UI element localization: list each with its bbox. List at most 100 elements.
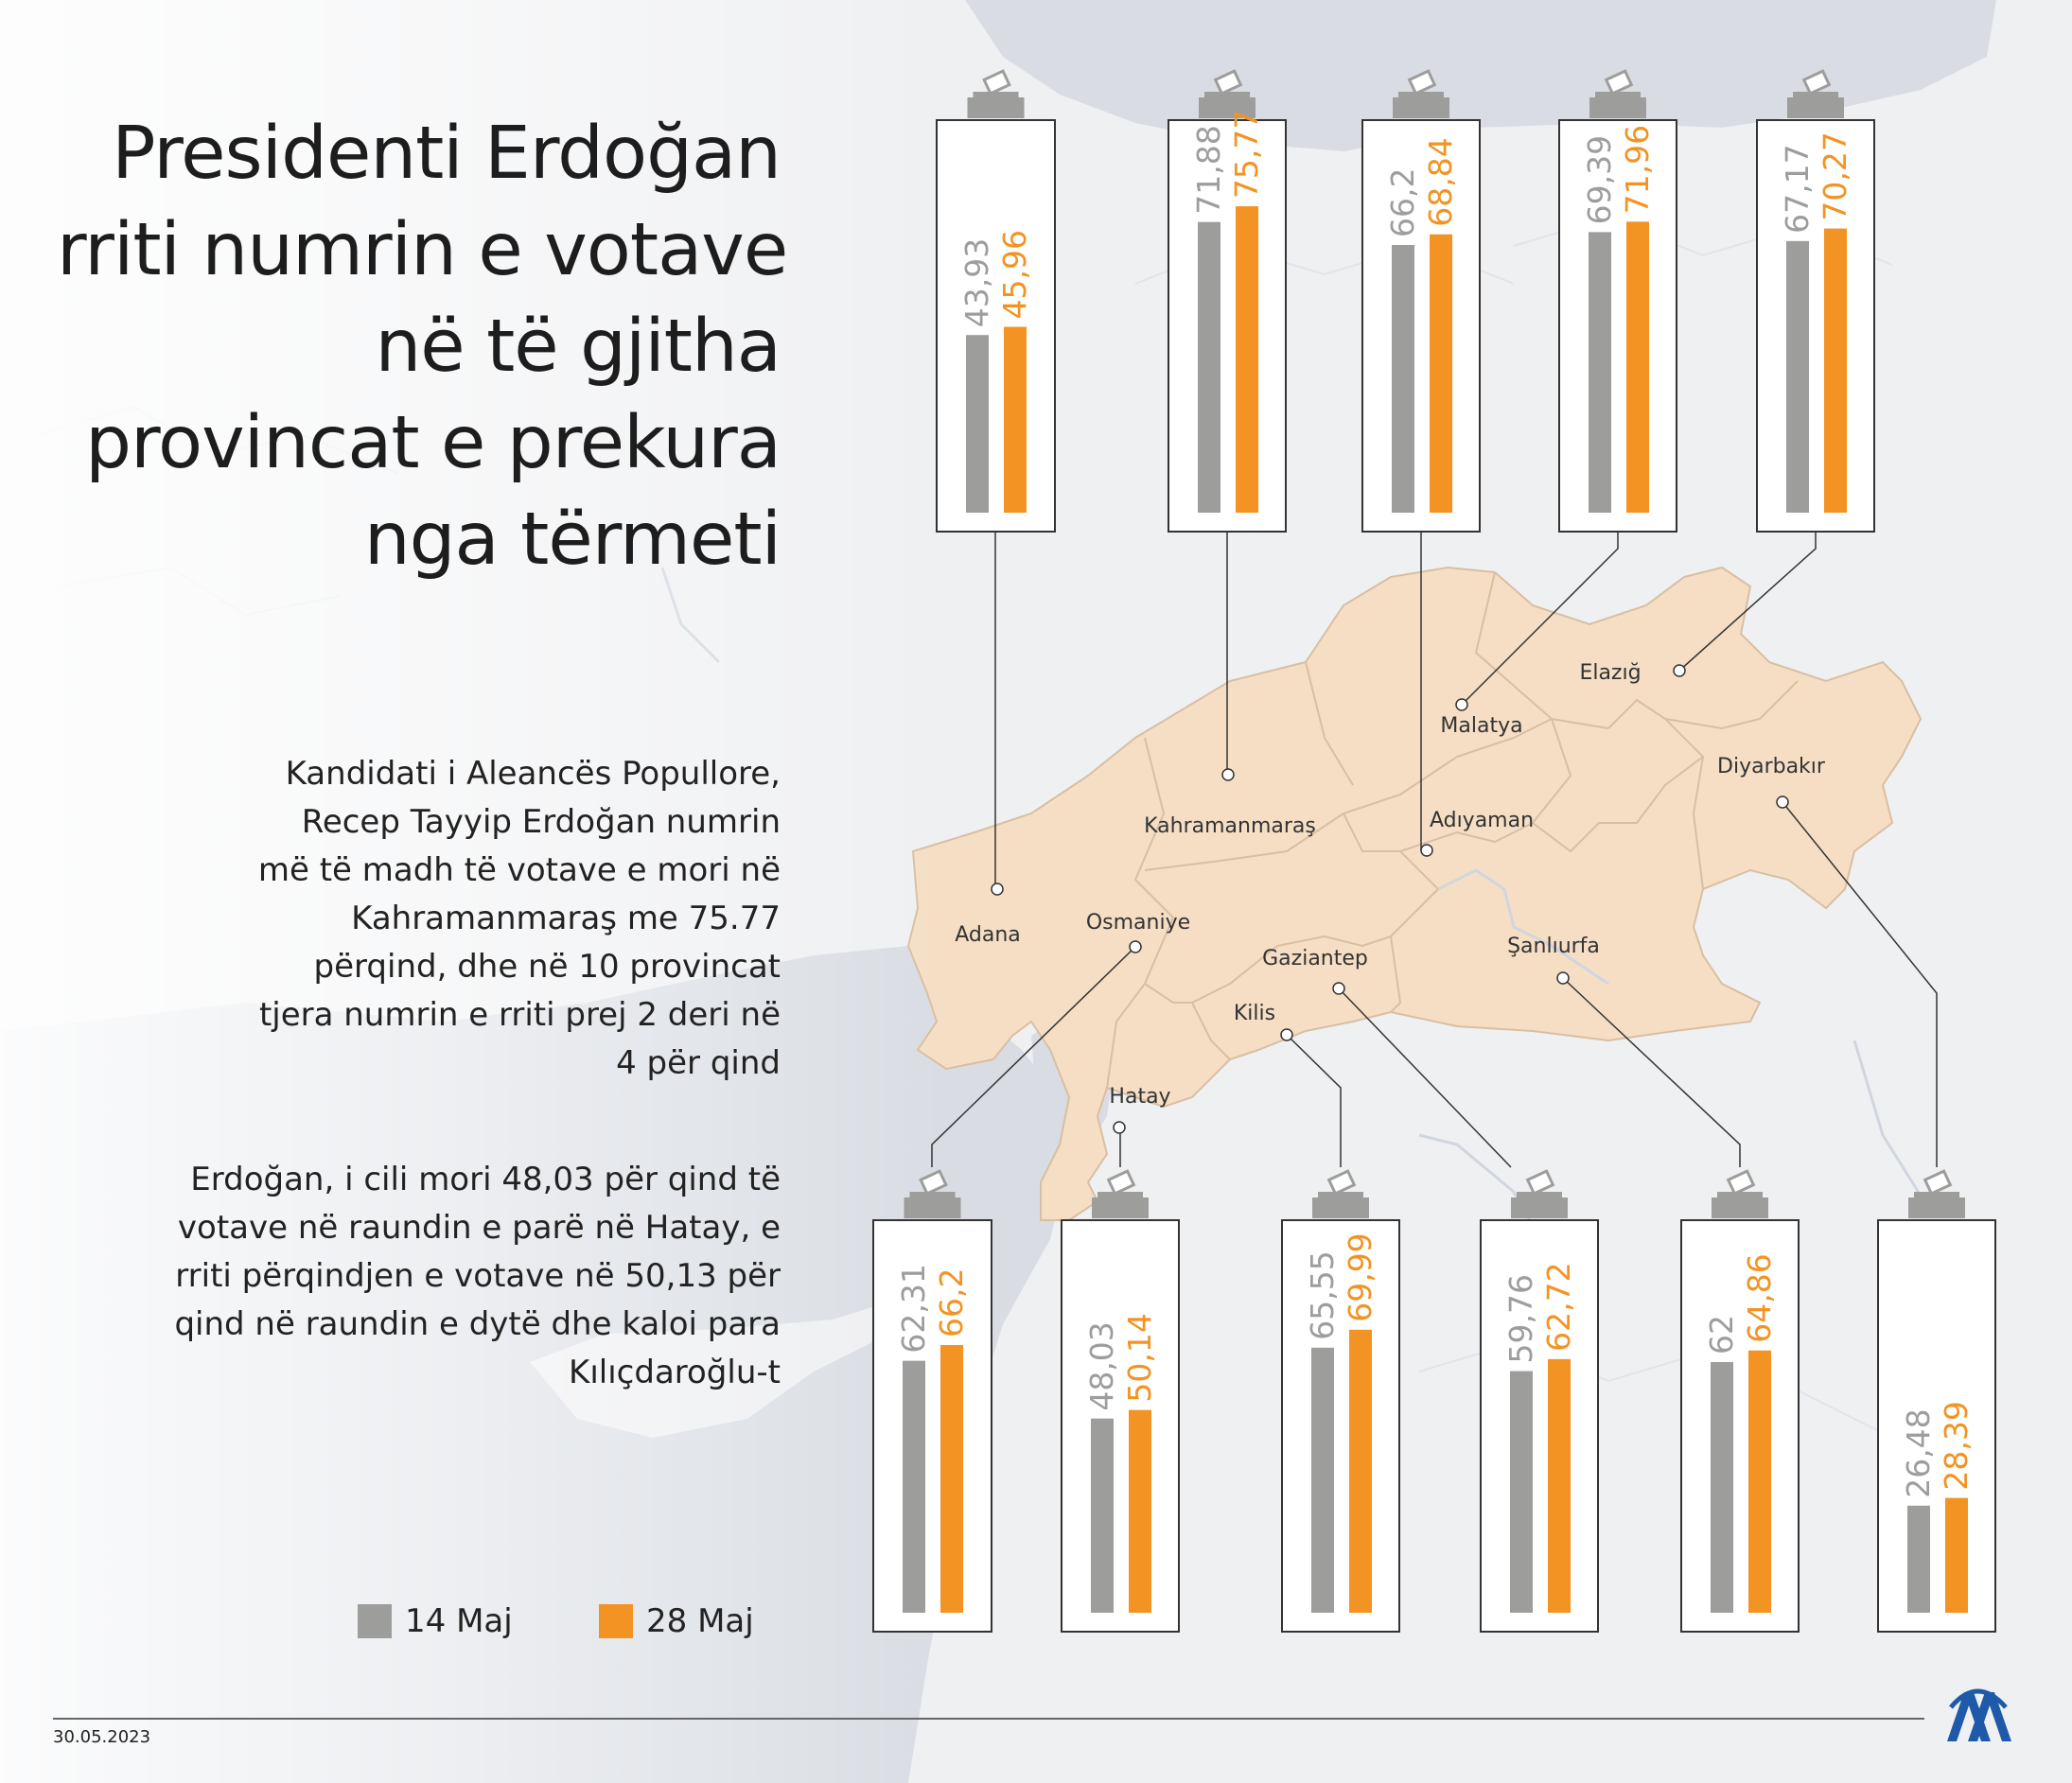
paragraph-line: Recep Tayyip Erdoğan numrin <box>301 803 781 841</box>
province-label: Elazığ <box>1579 661 1641 685</box>
bar-28-maj <box>1004 326 1027 513</box>
ballot-box-icon <box>1914 1192 1959 1199</box>
ballot-box-icon <box>1092 1197 1149 1218</box>
ballot-box-icon <box>1717 1192 1763 1199</box>
ballot-paper-icon <box>919 1169 948 1196</box>
province-marker <box>1455 698 1468 711</box>
ballot-box-icon <box>1199 97 1255 118</box>
province-label: Hatay <box>1109 1085 1170 1109</box>
value-label-28-maj: 70,27 <box>1817 131 1853 220</box>
province-label: Osmaniye <box>1086 911 1190 935</box>
paragraph-line: përqind, dhe në 10 provincat <box>313 948 781 986</box>
ballot-box-icon <box>904 1197 961 1218</box>
value-label-14-maj: 65,55 <box>1304 1250 1341 1339</box>
leader-line <box>1562 977 1741 1167</box>
value-label-28-maj: 71,96 <box>1619 125 1656 214</box>
bar-28-maj <box>1236 206 1258 513</box>
value-label-14-maj: 71,88 <box>1190 125 1227 214</box>
ballot-box-icon <box>1312 1197 1369 1218</box>
paragraph-line: Kahramanmaraş me 75.77 <box>351 900 781 937</box>
value-label-28-maj: 45,96 <box>996 230 1033 319</box>
bar-14-maj <box>1392 244 1414 513</box>
province-label: Diyarbakır <box>1717 755 1826 778</box>
province-label: Şanlıurfa <box>1507 935 1600 958</box>
bar-14-maj <box>1589 232 1611 514</box>
headline-line: rriti numrin e votave <box>57 208 788 292</box>
headline-line: nga tërmeti <box>363 498 781 582</box>
bar-14-maj <box>903 1360 925 1613</box>
province-marker <box>1420 844 1433 857</box>
ballot-box-icon <box>1589 97 1646 118</box>
value-label-28-maj: 68,84 <box>1422 137 1459 226</box>
value-label-14-maj: 59,76 <box>1502 1274 1539 1363</box>
province-chart-box <box>1756 119 1875 533</box>
ballot-paper-icon <box>1923 1169 1953 1196</box>
bar-28-maj <box>1626 221 1649 513</box>
ballot-box-icon <box>1787 97 1844 118</box>
value-label-14-maj: 26,48 <box>1900 1408 1937 1497</box>
bar-28-maj <box>940 1344 963 1613</box>
ballot-box-icon <box>1793 92 1838 99</box>
ballot-paper-icon <box>1407 69 1437 96</box>
paragraph-line: Kandidati i Aleancës Popullore, <box>285 755 781 793</box>
province-marker <box>1332 982 1345 995</box>
paragraph-2: Erdoğan, i cili mori 48,03 për qind të v… <box>95 1156 781 1397</box>
ballot-paper-icon <box>1106 1169 1136 1196</box>
province-marker <box>1776 795 1789 809</box>
ballot-box-icon <box>1097 1192 1143 1199</box>
paragraph-1: Kandidati i Aleancës Popullore, Recep Ta… <box>95 750 781 1088</box>
bar-14-maj <box>1091 1418 1114 1613</box>
province-label: Kahramanmaraş <box>1144 814 1316 838</box>
value-label-14-maj: 43,93 <box>958 238 995 327</box>
ballot-box-icon <box>1511 1197 1568 1218</box>
value-label-14-maj: 62 <box>1703 1315 1740 1355</box>
value-label-14-maj: 69,39 <box>1581 135 1618 224</box>
legend-label: 28 Maj <box>646 1602 754 1640</box>
leader-line <box>1338 988 1512 1168</box>
province-label: Adana <box>955 923 1021 947</box>
province-marker <box>1129 940 1142 953</box>
province-chart-box <box>1680 1219 1800 1633</box>
paragraph-line: votave në raundin e parë në Hatay, e <box>177 1209 781 1247</box>
ballot-box-icon <box>1712 1197 1768 1218</box>
ballot-box-icon <box>1204 92 1250 99</box>
paragraph-line: tjera numrin e rriti prej 2 deri në <box>258 996 781 1034</box>
province-marker <box>1556 971 1570 985</box>
legend-item-14-maj: 14 Maj <box>358 1602 513 1640</box>
paragraph-line: Kılıçdaroğlu-t <box>569 1354 781 1391</box>
bar-14-maj <box>1311 1347 1334 1613</box>
province-chart-box <box>1168 119 1287 533</box>
headline-line: në të gjitha <box>375 305 781 389</box>
province-chart-box <box>872 1219 992 1633</box>
headline-line: provincat e prekura <box>85 401 781 485</box>
ballot-box-icon <box>1393 97 1449 118</box>
province-marker <box>1673 664 1686 677</box>
headline-line: Presidenti Erdoğan <box>112 112 781 196</box>
headline: Presidenti Erdoğan rriti numrin e votave… <box>57 106 788 588</box>
paragraph-line: qind në raundin e dytë dhe kaloi para <box>174 1305 781 1343</box>
value-label-14-maj: 48,03 <box>1083 1321 1120 1410</box>
value-label-28-maj: 28,39 <box>1938 1401 1975 1490</box>
legend-item-28-maj: 28 Maj <box>599 1602 754 1640</box>
ballot-paper-icon <box>1726 1169 1756 1196</box>
province-chart-box <box>1877 1219 1996 1633</box>
bar-14-maj <box>1198 221 1220 513</box>
value-label-14-maj: 67,17 <box>1779 144 1816 233</box>
value-label-28-maj: 66,2 <box>933 1268 970 1337</box>
bar-14-maj <box>1786 240 1809 513</box>
bar-28-maj <box>1548 1358 1571 1613</box>
paragraph-line: 4 për qind <box>616 1044 781 1082</box>
province-marker <box>1113 1121 1126 1134</box>
ballot-paper-icon <box>982 69 1011 96</box>
value-label-28-maj: 50,14 <box>1121 1313 1158 1402</box>
ballot-paper-icon <box>1801 69 1832 96</box>
province-chart-box <box>936 119 1056 533</box>
ballot-paper-icon <box>1326 1169 1357 1196</box>
ballot-box-icon <box>1908 1197 1965 1218</box>
province-label: Gaziantep <box>1262 947 1368 970</box>
value-label-28-maj: 62,72 <box>1540 1262 1577 1351</box>
ballot-box-icon <box>967 97 1025 118</box>
province-marker <box>1221 768 1235 781</box>
bar-14-maj <box>1907 1505 1930 1613</box>
